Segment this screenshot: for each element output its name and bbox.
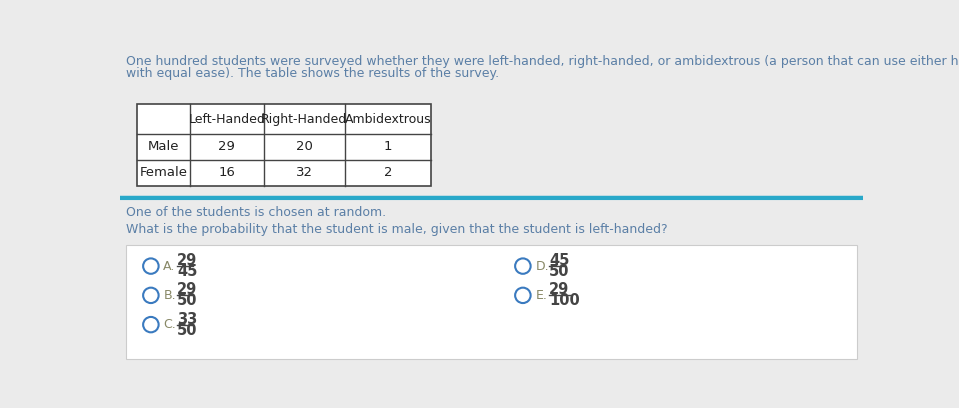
- Bar: [137, 104, 432, 186]
- Text: Female: Female: [139, 166, 187, 180]
- Text: 29: 29: [177, 282, 198, 297]
- Text: 33: 33: [177, 312, 198, 327]
- Bar: [126, 244, 857, 359]
- Text: C.: C.: [163, 318, 176, 331]
- Text: 100: 100: [550, 293, 580, 308]
- Text: D.: D.: [535, 259, 549, 273]
- Text: A.: A.: [163, 259, 175, 273]
- Text: 29: 29: [550, 282, 570, 297]
- Text: 16: 16: [219, 166, 235, 180]
- Text: 45: 45: [177, 264, 198, 279]
- Text: 20: 20: [296, 140, 313, 153]
- Text: Right-Handed: Right-Handed: [261, 113, 347, 126]
- Text: What is the probability that the student is male, given that the student is left: What is the probability that the student…: [126, 223, 667, 236]
- Text: Left-Handed: Left-Handed: [188, 113, 266, 126]
- Text: One hundred students were surveyed whether they were left-handed, right-handed, : One hundred students were surveyed wheth…: [126, 55, 959, 68]
- Text: with equal ease). The table shows the results of the survey.: with equal ease). The table shows the re…: [126, 67, 500, 80]
- Text: 32: 32: [295, 166, 313, 180]
- Text: Ambidextrous: Ambidextrous: [344, 113, 432, 126]
- Text: 29: 29: [219, 140, 235, 153]
- Text: B.: B.: [163, 289, 175, 302]
- Text: 50: 50: [550, 264, 570, 279]
- Text: 29: 29: [177, 253, 198, 268]
- Text: E.: E.: [535, 289, 548, 302]
- Text: 50: 50: [177, 322, 198, 337]
- Text: 45: 45: [550, 253, 570, 268]
- Text: 2: 2: [384, 166, 392, 180]
- Text: 1: 1: [384, 140, 392, 153]
- Text: 50: 50: [177, 293, 198, 308]
- Text: One of the students is chosen at random.: One of the students is chosen at random.: [126, 206, 386, 219]
- Text: Male: Male: [148, 140, 179, 153]
